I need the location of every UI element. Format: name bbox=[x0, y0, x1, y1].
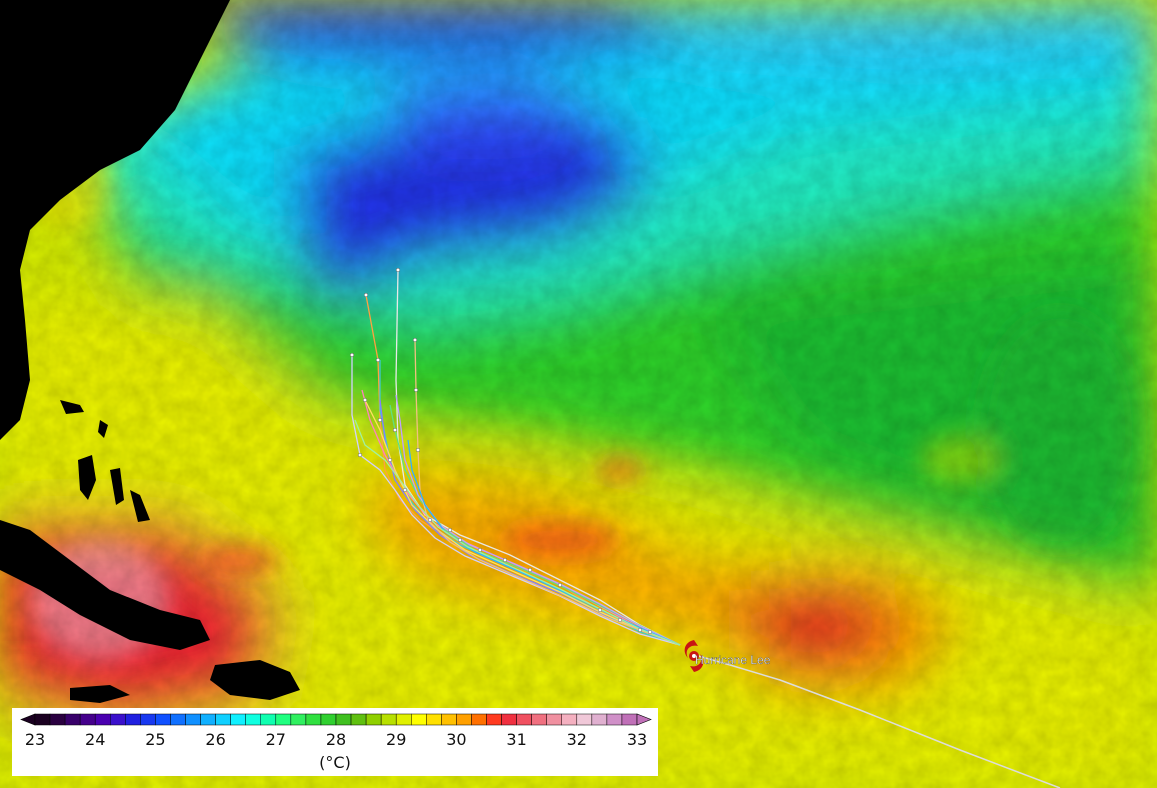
colorbar-tick-label: 29 bbox=[386, 730, 406, 749]
colorbar-swatch bbox=[441, 713, 457, 726]
forecast-points bbox=[349, 267, 653, 635]
colorbar-swatch bbox=[64, 713, 81, 726]
past-track bbox=[694, 654, 1061, 788]
colorbar-swatch bbox=[110, 713, 126, 726]
storm-name-label: Hurricane Lee bbox=[695, 653, 771, 667]
colorbar-tick-label: 32 bbox=[567, 730, 587, 749]
colorbar-swatch bbox=[426, 713, 442, 726]
colorbar-swatch bbox=[200, 713, 216, 726]
colorbar-swatch bbox=[260, 713, 277, 726]
colorbar-swatch bbox=[140, 713, 156, 726]
land bbox=[0, 0, 300, 703]
colorbar-swatch bbox=[606, 713, 623, 726]
colorbar-swatch bbox=[335, 713, 352, 726]
colorbar-swatch bbox=[486, 713, 502, 726]
colorbar-tick-label: 27 bbox=[266, 730, 286, 749]
colorbar-tick-label: 33 bbox=[627, 730, 647, 749]
colorbar-swatch bbox=[170, 713, 186, 726]
colorbar-swatch bbox=[34, 713, 51, 726]
hurricane-icon[interactable] bbox=[684, 640, 704, 672]
colorbar-swatch bbox=[456, 713, 472, 726]
colorbar-swatch bbox=[290, 713, 307, 726]
colorbar-swatch bbox=[546, 713, 563, 726]
colorbar-swatch bbox=[305, 713, 322, 726]
colorbar bbox=[20, 713, 652, 726]
colorbar-swatch bbox=[531, 713, 547, 726]
colorbar-tick-label: 25 bbox=[145, 730, 165, 749]
colorbar-swatch bbox=[49, 713, 66, 726]
colorbar-swatch bbox=[411, 713, 427, 726]
colorbar-swatch bbox=[94, 713, 111, 726]
colorbar-ticks: 23 24 25 26 27 28 29 30 31 32 33 bbox=[25, 730, 647, 749]
colorbar-swatch bbox=[350, 713, 367, 726]
colorbar-swatch bbox=[380, 713, 397, 726]
colorbar-swatch bbox=[576, 713, 593, 726]
colorbar-swatch bbox=[79, 713, 96, 726]
colorbar-swatch bbox=[471, 713, 487, 726]
colorbar-tick-label: 28 bbox=[326, 730, 346, 749]
unit-label: (°C) bbox=[319, 753, 351, 772]
colorbar-tick-label: 30 bbox=[446, 730, 466, 749]
colorbar-swatch bbox=[591, 713, 608, 726]
colorbar-tick-label: 31 bbox=[506, 730, 526, 749]
colorbar-swatch bbox=[245, 713, 261, 726]
colorbar-swatch bbox=[365, 713, 382, 726]
colorbar-swatch bbox=[275, 713, 292, 726]
colorbar-arrow-low bbox=[20, 713, 36, 726]
colorbar-legend: 23 24 25 26 27 28 29 30 31 32 33 (°C) bbox=[12, 708, 658, 776]
colorbar-swatch bbox=[501, 713, 517, 726]
colorbar-swatch bbox=[230, 713, 246, 726]
colorbar-arrow-high bbox=[636, 713, 652, 726]
colorbar-tick-label: 24 bbox=[85, 730, 105, 749]
colorbar-swatch bbox=[395, 713, 412, 726]
colorbar-swatch bbox=[185, 713, 201, 726]
colorbar-swatch bbox=[516, 713, 532, 726]
colorbar-tick-label: 26 bbox=[205, 730, 225, 749]
colorbar-swatch bbox=[320, 713, 337, 726]
colorbar-swatch bbox=[561, 713, 578, 726]
colorbar-tick-label: 23 bbox=[25, 730, 45, 749]
colorbar-swatch bbox=[621, 713, 638, 726]
colorbar-swatch bbox=[125, 713, 141, 726]
colorbar-swatch bbox=[155, 713, 171, 726]
colorbar-swatch bbox=[215, 713, 231, 726]
